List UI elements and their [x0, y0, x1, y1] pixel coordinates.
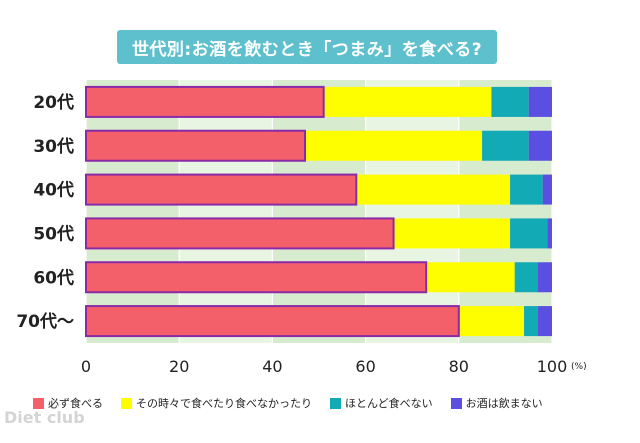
x-tick-label: 20 — [169, 357, 189, 376]
bar-segment — [538, 306, 552, 337]
plot-band — [272, 80, 366, 343]
bar-segment-border — [85, 85, 325, 118]
legend-swatch — [33, 397, 44, 409]
bar-segment — [86, 130, 306, 161]
bar-segment — [323, 86, 492, 117]
bar-segment — [86, 306, 459, 337]
x-tick-label: 60 — [355, 357, 375, 376]
legend-item: ほとんど食べない — [330, 395, 433, 411]
category-label: 40代 — [33, 180, 74, 201]
x-unit-label: (%) — [571, 362, 587, 372]
bar-segment — [458, 306, 525, 337]
bar-segment — [510, 174, 543, 205]
plot-band — [458, 80, 552, 343]
legend-label: 必ず食べる — [48, 397, 103, 410]
bar-segment-border — [85, 261, 428, 294]
legend-swatch — [121, 397, 132, 409]
category-label: 20代 — [33, 92, 74, 113]
bar-segment — [86, 262, 427, 293]
category-label: 50代 — [33, 223, 74, 244]
plot-band — [179, 80, 273, 343]
bar-segment — [86, 86, 324, 117]
bar-segment — [393, 218, 511, 249]
watermark: Diet club — [4, 408, 85, 427]
bar-segment — [482, 130, 529, 161]
bar-segment — [528, 130, 552, 161]
x-tick-label: 0 — [81, 357, 91, 376]
x-tick-label: 100 — [537, 357, 568, 376]
legend-item: その時々で食べたり食べなかったり — [121, 395, 312, 411]
category-label: 30代 — [33, 136, 74, 157]
legend-swatch — [450, 397, 462, 409]
bar-segment — [86, 174, 357, 205]
bar-segment — [542, 174, 552, 205]
legend-item: お酒は飲まない — [450, 395, 543, 411]
bar-segment — [514, 262, 539, 293]
bar-segment — [491, 86, 529, 117]
bar-segment — [547, 218, 552, 249]
bar-segment-border — [85, 173, 358, 206]
plot-band — [86, 80, 180, 343]
bar-segment-border — [85, 217, 395, 250]
bar-segment — [528, 86, 552, 117]
bar-segment — [538, 262, 552, 293]
bar-segment — [356, 174, 511, 205]
legend-label: ほとんど食べない — [345, 397, 433, 410]
x-tick-label: 40 — [262, 357, 282, 376]
plot-band — [365, 80, 459, 343]
chart-title: 世代別:お酒を飲むとき「つまみ」を食べる? — [117, 30, 497, 64]
bar-segment — [426, 262, 515, 293]
bar-segment-border — [85, 305, 460, 338]
bar-segment — [510, 218, 548, 249]
bar-segment — [305, 130, 483, 161]
bar-segment — [86, 218, 394, 249]
legend: 必ず食べる その時々で食べたり食べなかったり ほとんど食べない お酒は飲まない — [33, 393, 633, 413]
category-label: 60代 — [33, 267, 74, 288]
x-tick-label: 80 — [449, 357, 469, 376]
bar-segment — [524, 306, 539, 337]
legend-item: 必ず食べる — [33, 395, 103, 411]
category-label: 70代〜 — [16, 311, 74, 332]
legend-label: お酒は飲まない — [465, 397, 543, 410]
legend-label: その時々で食べたり食べなかったり — [136, 397, 312, 410]
legend-swatch — [330, 397, 341, 409]
bar-segment-border — [85, 129, 307, 162]
